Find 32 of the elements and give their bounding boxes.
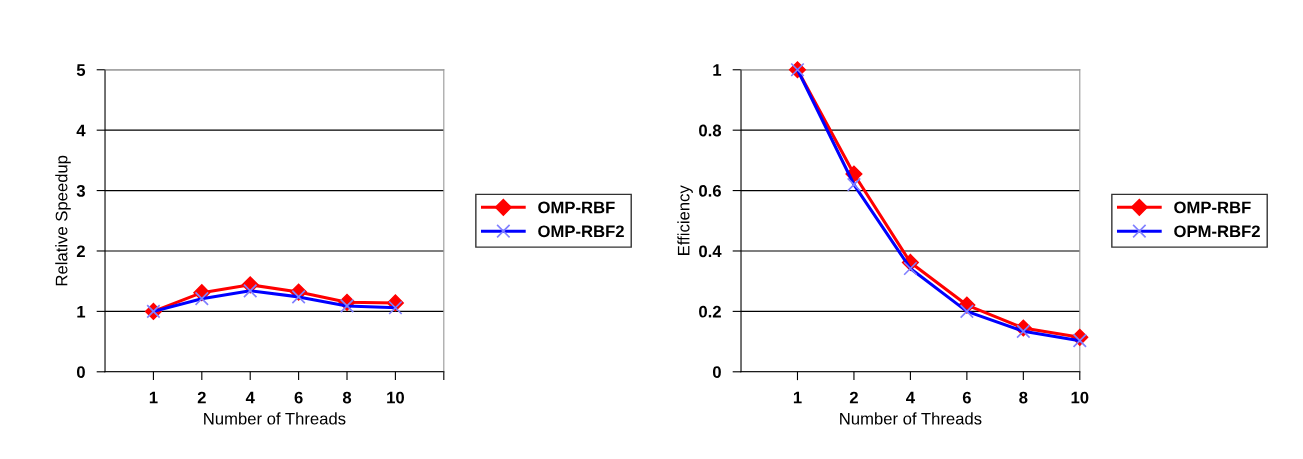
y-tick-label: 1 <box>713 64 722 76</box>
x-tick-label: 2 <box>849 391 858 404</box>
y-tick-label: 1 <box>77 305 86 318</box>
x-tick-label: 4 <box>906 391 915 404</box>
y-tick-label: 2 <box>76 245 85 258</box>
y-tick-label: 0 <box>712 366 721 378</box>
x-tick-label: 4 <box>245 391 255 404</box>
x-tick-label: 6 <box>962 391 971 404</box>
x-axis-title: Number of Threads <box>204 412 346 425</box>
y-tick-label: 4 <box>76 124 86 137</box>
x-tick-label: 6 <box>294 391 303 404</box>
x-tick-label: 8 <box>342 391 352 404</box>
x-tick-label: 2 <box>197 391 206 404</box>
y-tick-label: 0.6 <box>699 184 721 197</box>
legend-label: OMP-RBF2 <box>538 225 624 238</box>
legend-label: OPM-RBF2 <box>1174 225 1260 238</box>
x-tick-label: 1 <box>149 391 158 404</box>
x-tick-label: 10 <box>1071 391 1089 404</box>
y-tick-label: 5 <box>76 64 86 76</box>
y-tick-label: 0 <box>76 366 85 378</box>
y-tick-label: 0.2 <box>699 305 721 318</box>
y-tick-label: 0.8 <box>699 124 722 137</box>
y-tick-label: 0.4 <box>699 245 722 258</box>
legend-label: OMP-RBF <box>1174 201 1251 214</box>
y-axis-title: Relative Speedup <box>55 155 71 286</box>
y-tick-label: 3 <box>76 184 85 197</box>
x-axis-title: Number of Threads <box>840 412 982 425</box>
x-tick-label: 8 <box>1019 391 1028 404</box>
y-axis-title: Efficiency <box>677 185 693 255</box>
x-tick-label: 1 <box>793 391 802 404</box>
legend-label: OMP-RBF <box>538 201 615 214</box>
x-tick-label: 10 <box>387 391 404 404</box>
